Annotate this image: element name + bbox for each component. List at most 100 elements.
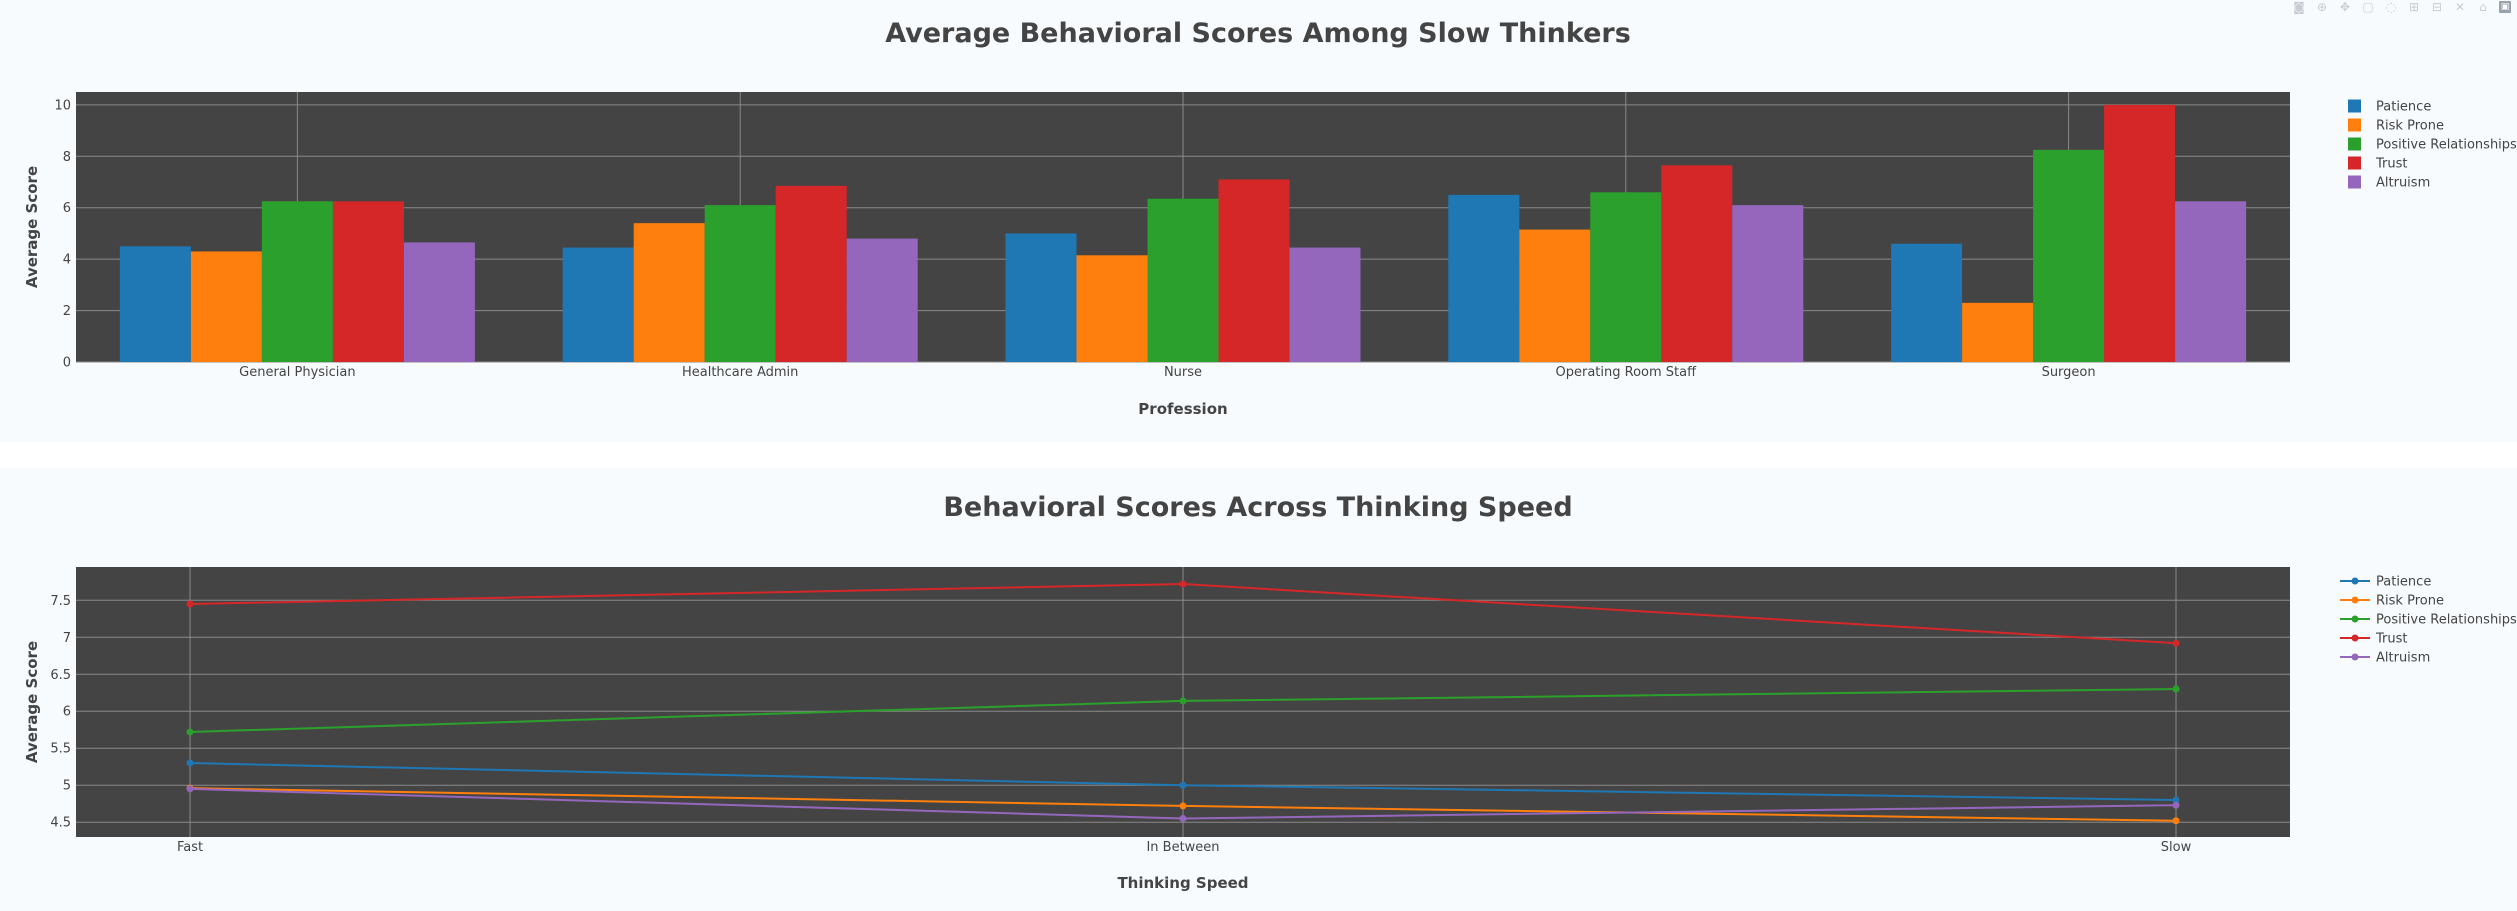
legend-label: Risk Prone <box>2376 119 2444 134</box>
y-tick-label: 6.5 <box>50 668 71 683</box>
y-tick-label: 7.5 <box>50 594 71 609</box>
bar-altruism-operating-room-staff <box>1732 205 1804 362</box>
y-tick-label: 6 <box>63 201 71 216</box>
zoom-icon[interactable]: ⊕ <box>2316 0 2328 14</box>
legend-item-risk-prone[interactable]: Risk Prone <box>2348 118 2444 134</box>
x-tick-label: Nurse <box>1164 365 1202 380</box>
legend-label: Altruism <box>2376 651 2430 666</box>
x-tick-label: Fast <box>177 840 203 855</box>
legend-swatch <box>2348 118 2361 132</box>
point-positive-relationships-in-between <box>1179 697 1187 705</box>
legend-marker <box>2351 634 2359 642</box>
bar-trust-surgeon <box>2104 104 2176 362</box>
bar-risk-prone-nurse <box>1076 255 1148 362</box>
point-trust-in-between <box>1179 580 1187 588</box>
legend-item-trust[interactable]: Trust <box>2340 632 2407 647</box>
legend-marker <box>2351 577 2359 585</box>
zoom-in-icon[interactable]: ⊞ <box>2408 0 2420 14</box>
y-tick-label: 7 <box>63 631 71 646</box>
chart-title: Behavioral Scores Across Thinking Speed <box>943 492 1572 523</box>
legend-item-altruism[interactable]: Altruism <box>2348 175 2430 191</box>
plotly-logo-icon[interactable]: ▣ <box>2499 1 2511 13</box>
bar-chart-panel: Average Behavioral Scores Among Slow Thi… <box>0 0 2517 442</box>
bar-positive-relationships-healthcare-admin <box>704 205 776 362</box>
bar-positive-relationships-surgeon <box>2033 149 2105 362</box>
legend-swatch <box>2348 99 2361 113</box>
lasso-icon[interactable]: ◌ <box>2385 0 2397 14</box>
bar-risk-prone-operating-room-staff <box>1519 229 1591 362</box>
legend-swatch <box>2348 156 2361 170</box>
x-tick-label: Surgeon <box>2042 365 2096 380</box>
legend-label: Positive Relationships <box>2376 138 2517 153</box>
legend-label: Patience <box>2376 575 2431 590</box>
x-tick-label: General Physician <box>239 365 356 380</box>
box-select-icon[interactable]: ▢ <box>2362 0 2374 14</box>
bar-risk-prone-general-physician <box>190 251 262 362</box>
bar-altruism-nurse <box>1289 247 1361 362</box>
bar-patience-operating-room-staff <box>1448 194 1520 362</box>
legend-marker <box>2351 615 2359 623</box>
legend-item-positive-relationships[interactable]: Positive Relationships <box>2340 613 2517 628</box>
bar-positive-relationships-nurse <box>1147 198 1219 362</box>
x-tick-label: Operating Room Staff <box>1556 365 1698 380</box>
y-tick-label: 4 <box>63 253 71 268</box>
bar-risk-prone-healthcare-admin <box>633 223 705 362</box>
legend-swatch <box>2348 175 2361 189</box>
reset-axes-icon[interactable]: ⌂ <box>2479 0 2487 14</box>
point-trust-fast <box>186 600 194 608</box>
bar-trust-nurse <box>1218 179 1290 362</box>
line-chart: Behavioral Scores Across Thinking Speed 4… <box>23 492 2517 892</box>
legend-label: Patience <box>2376 100 2431 115</box>
legend-label: Positive Relationships <box>2376 613 2517 628</box>
legend-item-trust[interactable]: Trust <box>2348 156 2407 172</box>
line-chart-panel: Behavioral Scores Across Thinking Speed 4… <box>0 468 2517 911</box>
legend-marker <box>2351 596 2359 604</box>
zoom-out-icon[interactable]: ⊟ <box>2431 0 2443 14</box>
legend-label: Risk Prone <box>2376 594 2444 609</box>
point-altruism-fast <box>186 785 194 793</box>
legend: Patience Risk Prone Positive Relationships… <box>2340 575 2517 666</box>
y-tick-label: 6 <box>63 705 71 720</box>
point-risk-prone-in-between <box>1179 802 1187 810</box>
chart-title: Average Behavioral Scores Among Slow Thi… <box>885 18 1631 49</box>
bar-altruism-surgeon <box>2175 201 2247 362</box>
legend-label: Trust <box>2375 632 2407 647</box>
legend-label: Trust <box>2375 157 2407 172</box>
bar-altruism-healthcare-admin <box>846 238 918 362</box>
x-tick-label: In Between <box>1146 840 1219 855</box>
bar-patience-healthcare-admin <box>562 247 634 362</box>
point-risk-prone-slow <box>2172 817 2180 825</box>
y-tick-label: 5 <box>63 779 71 794</box>
y-tick-label: 5.5 <box>50 742 71 757</box>
bar-risk-prone-surgeon <box>1962 302 2034 362</box>
legend-item-patience[interactable]: Patience <box>2340 575 2431 590</box>
camera-icon[interactable]: ◙ <box>2293 0 2305 14</box>
point-positive-relationships-fast <box>186 728 194 736</box>
bar-chart: Average Behavioral Scores Among Slow Thi… <box>23 18 2517 418</box>
bar-patience-surgeon <box>1891 243 1963 362</box>
legend-item-altruism[interactable]: Altruism <box>2340 651 2430 666</box>
legend-item-risk-prone[interactable]: Risk Prone <box>2340 594 2444 609</box>
bar-altruism-general-physician <box>403 242 475 362</box>
pan-icon[interactable]: ✥ <box>2339 0 2351 14</box>
autoscale-icon[interactable]: ✕ <box>2454 0 2466 14</box>
x-axis-title: Profession <box>1138 400 1227 418</box>
point-patience-in-between <box>1179 781 1187 789</box>
point-patience-fast <box>186 759 194 767</box>
x-tick-label: Healthcare Admin <box>682 365 798 380</box>
bar-positive-relationships-general-physician <box>261 201 333 362</box>
legend-item-patience[interactable]: Patience <box>2348 99 2431 115</box>
bar-positive-relationships-operating-room-staff <box>1590 192 1662 362</box>
bar-trust-general-physician <box>332 201 404 362</box>
bar-trust-healthcare-admin <box>775 185 847 362</box>
y-tick-label: 4.5 <box>50 816 71 831</box>
legend: Patience Risk Prone Positive Relationships… <box>2348 99 2517 191</box>
legend-swatch <box>2348 137 2361 151</box>
bar-patience-general-physician <box>119 246 191 362</box>
legend-item-positive-relationships[interactable]: Positive Relationships <box>2348 137 2517 153</box>
legend-marker <box>2351 653 2359 661</box>
bar-trust-operating-room-staff <box>1661 165 1733 362</box>
y-tick-label: 8 <box>63 150 71 165</box>
y-tick-label: 10 <box>54 98 71 113</box>
x-axis-title: Thinking Speed <box>1117 874 1248 892</box>
